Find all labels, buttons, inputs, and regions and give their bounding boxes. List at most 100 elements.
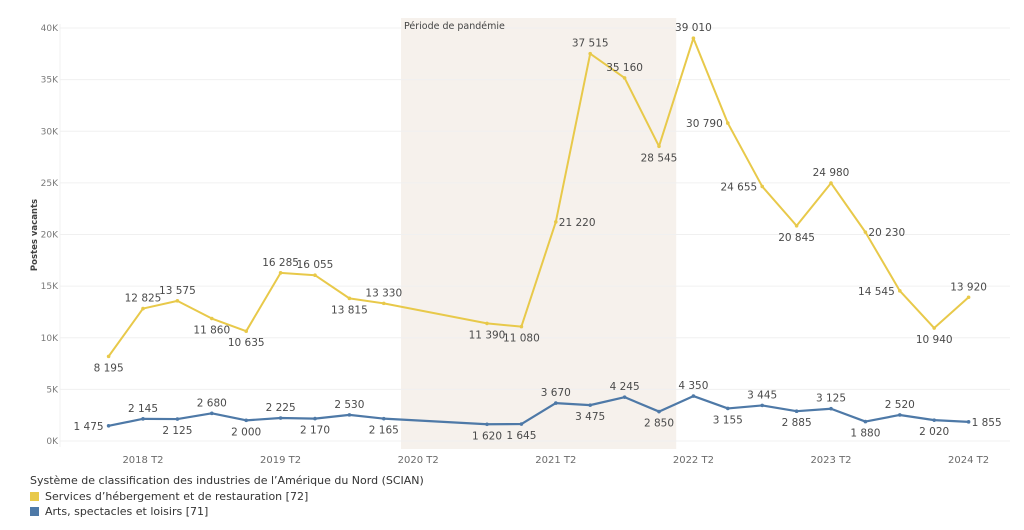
data-label: 2 145: [128, 403, 158, 415]
series-line-1: [108, 394, 969, 427]
line-chart: 0K 5K 10K 15K 20K 25K 30K 35K 40K 2018 T2 2019 T2…: [30, 18, 1010, 466]
legend-swatch-yellow: [30, 492, 39, 501]
data-point: [863, 230, 868, 234]
data-label: 11 390: [469, 329, 506, 341]
data-label: 2 225: [266, 402, 296, 414]
x-tick-label: 2023 T2: [810, 455, 851, 466]
data-point: [106, 354, 111, 359]
data-label: 14 545: [858, 286, 895, 298]
data-label: 20 230: [868, 227, 905, 239]
y-tick-label: 40K: [41, 24, 59, 34]
legend-label: Arts, spectacles et loisirs [71]: [45, 505, 209, 518]
data-point: [244, 418, 248, 423]
y-tick-label: 15K: [41, 282, 59, 292]
data-label: 2 125: [162, 425, 192, 437]
data-label: 2 850: [644, 418, 674, 430]
data-point: [519, 422, 524, 426]
data-label: 24 655: [720, 181, 757, 193]
data-label: 1 880: [850, 428, 880, 440]
data-point: [829, 181, 833, 185]
data-label: 2 165: [369, 425, 399, 437]
data-point: [106, 423, 111, 428]
data-point: [485, 422, 489, 427]
pandemic-band-label: Période de pandémie: [404, 21, 505, 32]
data-point: [347, 413, 352, 417]
data-label: 2 170: [300, 425, 330, 437]
data-label: 13 575: [159, 285, 196, 297]
data-point: [175, 299, 180, 303]
data-point: [244, 329, 248, 333]
data-label: 3 155: [713, 414, 743, 426]
data-point: [966, 295, 971, 300]
y-tick-label: 10K: [41, 334, 59, 344]
data-point: [313, 416, 317, 421]
data-point: [519, 324, 524, 329]
legend-label: Services d’hébergement et de restauratio…: [45, 490, 309, 503]
data-point: [898, 289, 902, 293]
data-point: [691, 36, 696, 41]
data-label: 3 125: [816, 393, 846, 405]
legend-item-hebergement-restauration[interactable]: Services d’hébergement et de restauratio…: [30, 489, 424, 504]
data-label: 3 670: [541, 387, 571, 399]
y-axis-label: Postes vacants: [30, 199, 40, 271]
data-point: [588, 51, 592, 56]
y-tick-label: 25K: [41, 179, 59, 189]
data-label: 13 330: [365, 287, 402, 299]
data-point: [210, 411, 214, 416]
data-label: 1 620: [472, 430, 502, 442]
data-label: 20 845: [778, 232, 815, 244]
data-label: 1 855: [972, 417, 1002, 429]
data-point: [347, 296, 352, 301]
data-point: [141, 417, 145, 421]
data-label: 4 350: [678, 380, 708, 392]
data-point: [898, 413, 902, 417]
data-label: 28 545: [641, 152, 678, 164]
data-point: [141, 306, 145, 311]
data-point: [313, 273, 317, 278]
data-label: 35 160: [606, 62, 643, 74]
series-line-0: [107, 37, 970, 357]
y-tick-label: 35K: [41, 76, 59, 86]
data-label: 11 080: [503, 333, 540, 345]
data-label: 2 885: [782, 417, 812, 429]
data-label: 2 530: [334, 399, 364, 411]
data-point: [554, 220, 558, 224]
data-label: 16 285: [262, 257, 299, 269]
data-point: [794, 223, 799, 228]
data-label: 13 920: [950, 281, 987, 293]
x-tick-label: 2024 T2: [948, 455, 989, 466]
data-point: [760, 184, 764, 189]
data-point: [278, 271, 283, 275]
data-label: 2 020: [919, 426, 949, 438]
data-label: 16 055: [297, 259, 334, 271]
legend-swatch-blue: [30, 507, 39, 516]
data-point: [932, 418, 936, 422]
data-point: [622, 76, 627, 80]
data-point: [382, 416, 386, 421]
data-label: 10 635: [228, 337, 265, 349]
data-label: 2 680: [197, 397, 227, 409]
data-label: 2 000: [231, 426, 261, 438]
data-label: 39 010: [675, 22, 712, 34]
data-point: [726, 121, 730, 125]
data-label: 13 815: [331, 304, 368, 316]
data-point: [657, 144, 661, 149]
data-label: 10 940: [916, 334, 953, 346]
y-tick-label: 0K: [46, 437, 59, 447]
data-point: [175, 417, 180, 421]
x-tick-label: 2022 T2: [673, 455, 714, 466]
legend-item-arts-spectacles-loisirs[interactable]: Arts, spectacles et loisirs [71]: [30, 504, 424, 519]
data-label: 11 860: [193, 325, 230, 337]
data-point: [485, 321, 489, 326]
x-tick-label: 2020 T2: [398, 455, 439, 466]
data-point: [794, 409, 799, 414]
data-point: [210, 316, 214, 321]
data-label: 21 220: [559, 217, 596, 229]
data-point: [726, 406, 730, 411]
y-tick-label: 30K: [41, 127, 59, 137]
x-tick-label: 2018 T2: [122, 455, 163, 466]
data-point: [966, 420, 971, 424]
data-label: 3 445: [747, 389, 777, 401]
data-label: 4 245: [610, 381, 640, 393]
data-point: [691, 394, 696, 398]
